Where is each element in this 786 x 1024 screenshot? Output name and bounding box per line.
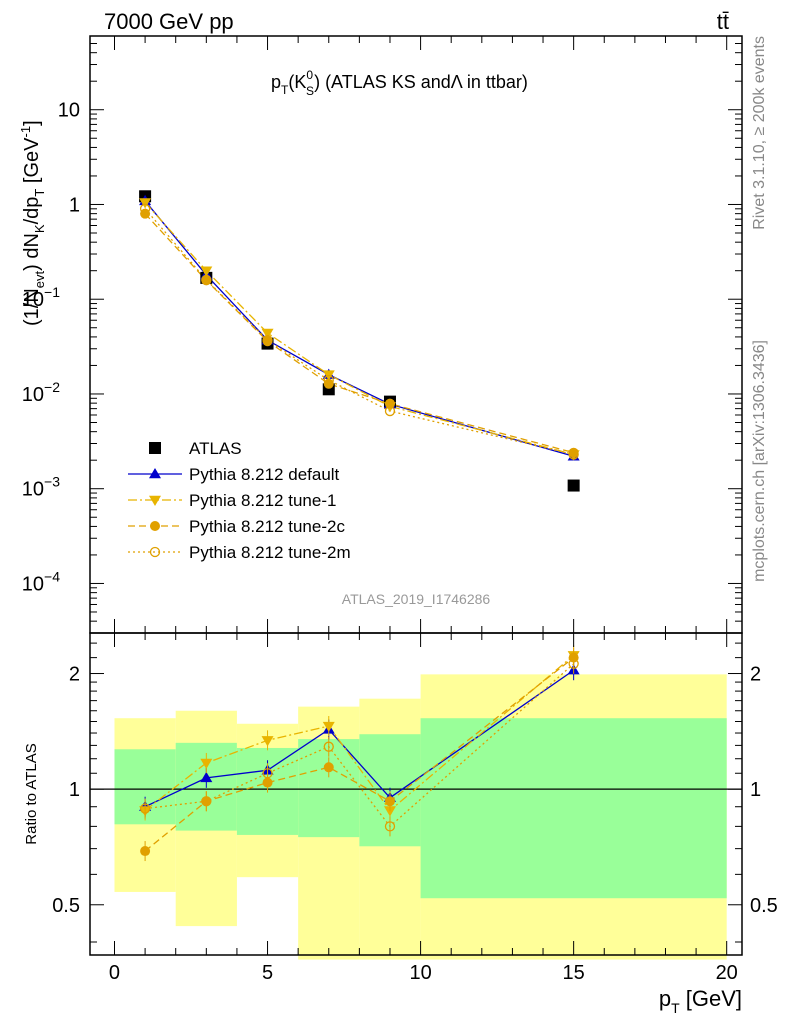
ratio-point-s3-5: [568, 658, 579, 669]
x-axis-label: pT [GeV]: [659, 986, 742, 1016]
main-point-s3-1: [201, 275, 212, 286]
ratio-y-axis-label: Ratio to ATLAS: [23, 743, 40, 844]
main-point-s3-4: [384, 398, 395, 409]
uncertainty-band-inner: [420, 718, 727, 899]
ratio-point-s3-2: [262, 768, 273, 779]
main-plot-area: [139, 190, 580, 492]
ratio-y-axis: 0.5 0.5 1 1 2 2: [52, 642, 778, 943]
title-p: p: [271, 72, 281, 92]
main-panel: 10 1 10−1 10−2 10−3 10−4 pT(K0 S) (ATLAS KS an…: [18, 35, 743, 634]
legend-marker: [149, 442, 161, 454]
ratio-y-tick-label-right: 2: [750, 664, 761, 686]
ratio-plot-area: [90, 645, 742, 960]
main-frame: [89, 35, 743, 634]
main-y-axis-label: (1/Nevt) dNK/dpT [GeV-1]: [18, 120, 47, 326]
main-series-line-2: [144, 202, 574, 456]
main-point-s4-0: [139, 203, 151, 214]
legend-marker: [149, 495, 161, 506]
main-series-line-3: [144, 213, 574, 454]
main-y-tick-label: 1: [69, 194, 80, 216]
ratio-point-s3-0: [139, 803, 151, 814]
x-tick-label: 20: [716, 962, 738, 984]
legend-marker: [149, 546, 161, 558]
main-y-tick-label: 10−2: [22, 379, 60, 406]
ratio-point-s3-3: [323, 741, 334, 752]
main-point-s4-1: [201, 274, 212, 286]
ratio-point-s2-0: [140, 846, 151, 857]
ratio-series-line-0: [144, 669, 575, 808]
ratio-series-line-2: [144, 657, 575, 852]
main-title: pT(K0 S) (ATLAS KS andΛ in ttbar): [271, 68, 528, 98]
ratio-panel: 0.5 0.5 1 1 2 2 0 5 10 15 20 Ratio to ATLAS pT [G…: [23, 632, 778, 1016]
legend-entry-label: Pythia 8.212 default: [189, 465, 340, 484]
main-point-s2-2: [261, 328, 274, 340]
legend-entry-label: ATLAS: [189, 439, 242, 458]
legend: ATLAS Pythia 8.212 default Pythia 8.212 tu…: [128, 439, 351, 562]
main-y-axis: 10 1 10−1 10−2 10−3 10−4: [22, 35, 742, 634]
ratio-series-line-3: [145, 663, 575, 828]
main-point-s4-5: [568, 449, 579, 460]
ratio-y-tick-label-right: 0.5: [750, 895, 778, 917]
main-x-axis-ticks: [113, 36, 728, 633]
main-point-s2-1: [200, 266, 213, 277]
legend-entry-label: Pythia 8.212 tune-1: [189, 491, 336, 510]
main-y-tick-label: 10−4: [22, 568, 60, 595]
ratio-point-s3-1: [201, 796, 212, 807]
title-open: (K: [288, 72, 306, 92]
title-lambda: Λ: [451, 72, 463, 92]
ratio-point-s1-3: [322, 721, 335, 733]
main-point-s0-5: [567, 479, 580, 492]
rivet-version-label: Rivet 3.1.10, ≥ 200k events: [751, 36, 768, 230]
process-label: tt̄: [717, 9, 729, 34]
x-tick-label: 5: [262, 962, 273, 984]
main-point-s4-2: [262, 334, 273, 346]
main-point-s4-4: [384, 405, 396, 417]
legend-marker: [149, 468, 161, 479]
main-y-tick-label: 10−3: [22, 474, 60, 501]
analysis-watermark: ATLAS_2019_I1746286: [342, 591, 491, 607]
main-point-s3-3: [323, 378, 334, 389]
legend-entry-label: Pythia 8.212 tune-2m: [189, 543, 351, 562]
title-zero-sup: 0: [306, 68, 313, 82]
ratio-point-s1-1: [200, 758, 213, 769]
ratio-point-s2-3: [323, 762, 334, 773]
title-s-sub: S: [306, 84, 314, 98]
main-point-s2-0: [139, 198, 152, 209]
title-end: in ttbar): [462, 72, 528, 92]
ratio-point-s0-1: [200, 771, 213, 783]
main-series-line-1: [144, 200, 574, 457]
energy-label: 7000 GeV pp: [104, 9, 234, 34]
ratio-x-axis: 0 5 10 15 20: [109, 633, 738, 984]
mcplots-label: mcplots.cern.ch [arXiv:1306.3436]: [751, 340, 768, 582]
legend-entry-label: Pythia 8.212 tune-2c: [189, 517, 345, 536]
ratio-point-s2-4: [384, 796, 395, 807]
x-tick-label: 15: [563, 962, 585, 984]
ratio-y-tick-label-left: 2: [69, 664, 80, 686]
main-y-tick-label: 10: [58, 100, 80, 122]
ratio-y-tick-label-left: 0.5: [52, 895, 80, 917]
main-y-tick-label: 10−1: [22, 284, 60, 311]
ratio-point-s1-2: [261, 736, 274, 747]
x-tick-label: 10: [409, 962, 431, 984]
legend-marker: [150, 521, 160, 531]
main-point-s4-3: [323, 374, 334, 386]
title-rest: (ATLAS KS and: [320, 72, 451, 92]
title-t-sub: T: [281, 83, 289, 97]
ratio-point-s1-4: [383, 806, 396, 817]
main-series-line-4: [144, 208, 574, 456]
ratio-frame: [89, 632, 743, 956]
x-tick-label: 0: [109, 962, 120, 984]
ratio-y-tick-label-right: 1: [750, 779, 761, 801]
ratio-y-tick-label-left: 1: [69, 779, 80, 801]
ratio-series-line-1: [144, 654, 575, 812]
ratio-point-s3-4: [384, 821, 396, 832]
title-close: ): [314, 72, 320, 92]
